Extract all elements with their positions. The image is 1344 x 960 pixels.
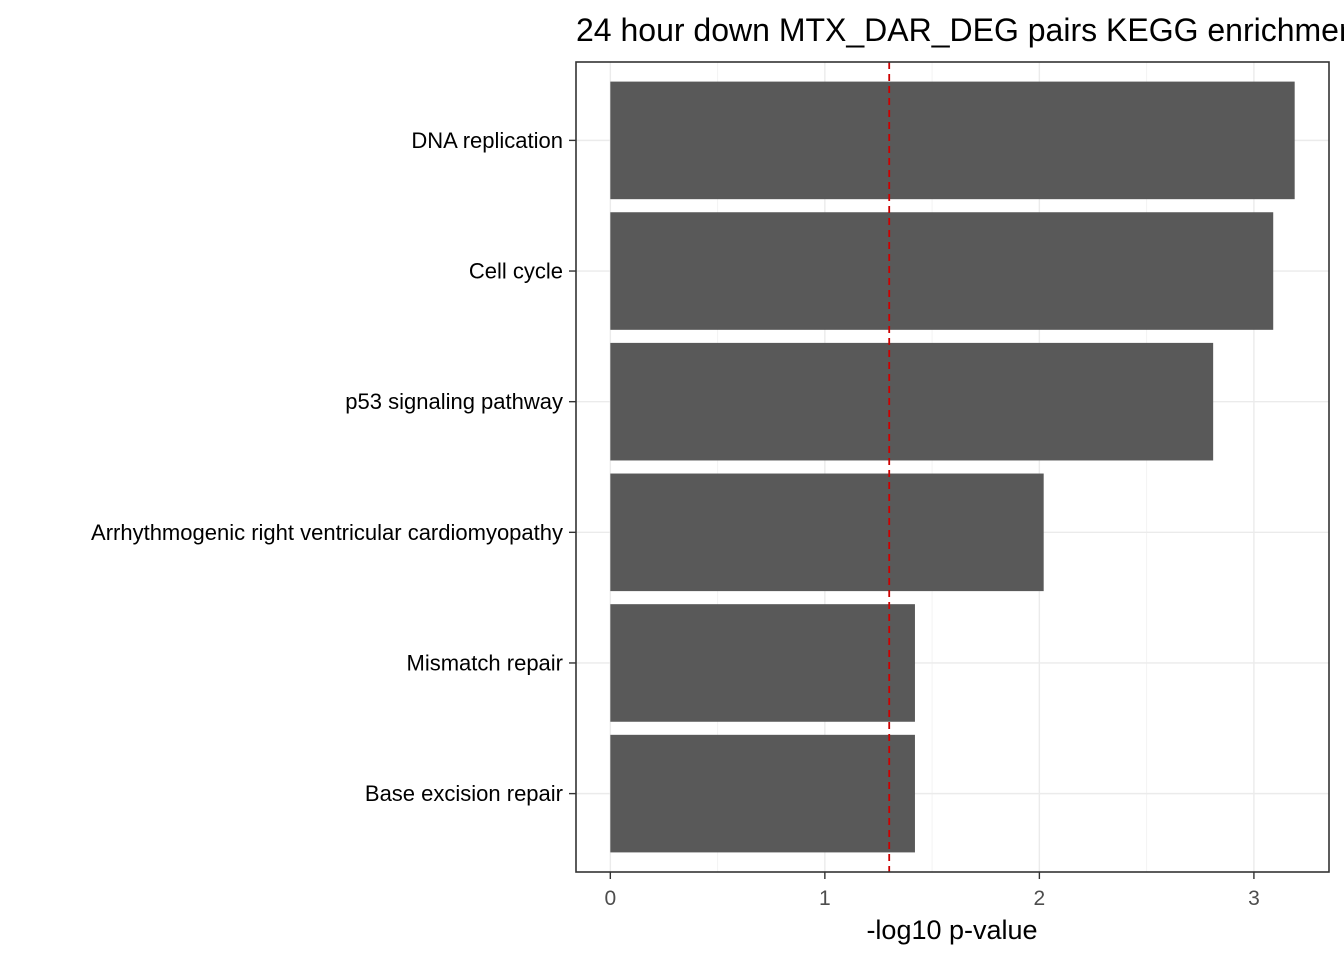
- x-tick-label: 3: [1248, 887, 1260, 910]
- x-axis-title: -log10 p-value: [866, 915, 1037, 945]
- y-tick-label: DNA replication: [411, 128, 563, 153]
- bar: [610, 604, 915, 722]
- chart-title: 24 hour down MTX_DAR_DEG pairs KEGG enri…: [576, 12, 1344, 48]
- x-tick-label: 1: [819, 887, 831, 910]
- bar: [610, 473, 1044, 592]
- y-tick-label: Arrhythmogenic right ventricular cardiom…: [91, 520, 563, 545]
- bar: [610, 342, 1214, 461]
- y-axis: DNA replication Cell cycle p53 signaling p…: [91, 128, 576, 806]
- y-tick-label: Mismatch repair: [407, 650, 563, 675]
- plot-panel-border: [575, 61, 1330, 873]
- y-tick-label: p53 signaling pathway: [345, 389, 563, 414]
- y-tick-label: Cell cycle: [469, 259, 563, 284]
- y-tick-label: Base excision repair: [365, 781, 563, 806]
- bar: [610, 734, 915, 853]
- x-tick-label: 0: [604, 887, 616, 910]
- x-axis: 0 1 2 3: [604, 872, 1260, 910]
- bar: [610, 212, 1274, 330]
- x-tick-label: 2: [1034, 887, 1046, 910]
- bars: [610, 81, 1295, 853]
- bar: [610, 81, 1295, 200]
